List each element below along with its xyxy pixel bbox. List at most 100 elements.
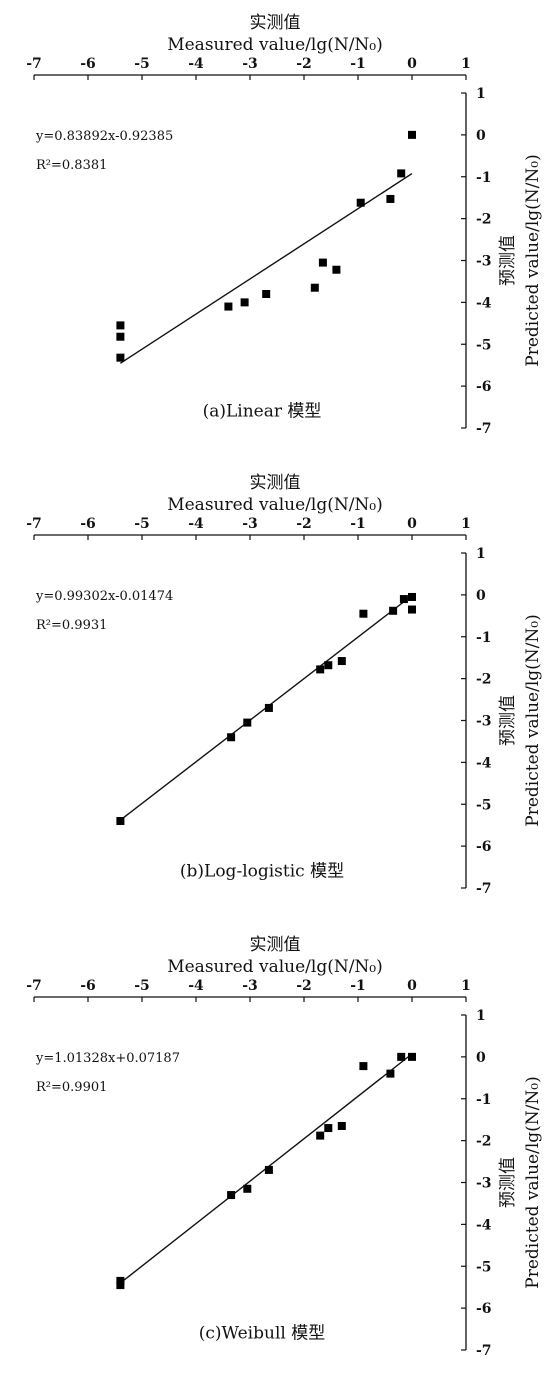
x-tick-label: -5 bbox=[134, 978, 150, 994]
data-point bbox=[116, 1276, 125, 1285]
y-tick-label: -7 bbox=[476, 881, 492, 897]
data-point bbox=[116, 332, 125, 341]
data-point bbox=[324, 661, 333, 670]
data-point bbox=[386, 1069, 395, 1078]
x-axis-title-cn: 实测值 bbox=[250, 13, 301, 33]
data-point bbox=[116, 321, 125, 330]
x-tick-label: -2 bbox=[296, 56, 312, 72]
y-tick-label: -2 bbox=[476, 1134, 492, 1150]
data-point bbox=[332, 265, 341, 274]
data-point bbox=[227, 1191, 236, 1200]
y-tick-label: -7 bbox=[476, 1343, 492, 1359]
y-tick-label: 0 bbox=[476, 1050, 486, 1066]
x-tick-label: -6 bbox=[80, 56, 96, 72]
y-axis-title-en: Predicted value/lg(N/N₀) bbox=[523, 614, 543, 826]
x-tick-label: -6 bbox=[80, 978, 96, 994]
y-tick-label: -5 bbox=[476, 337, 492, 353]
y-tick-label: -6 bbox=[476, 1301, 492, 1317]
x-tick-label: -5 bbox=[134, 516, 150, 532]
y-axis-title-en: Predicted value/lg(N/N₀) bbox=[523, 154, 543, 366]
x-tick-label: -7 bbox=[26, 56, 42, 72]
x-tick-label: -7 bbox=[26, 978, 42, 994]
x-tick-label: -4 bbox=[188, 56, 204, 72]
x-axis-title-en: Measured value/lg(N/N₀) bbox=[167, 35, 383, 55]
data-point bbox=[324, 1124, 333, 1133]
data-point bbox=[243, 1184, 252, 1193]
y-tick-label: 0 bbox=[476, 588, 486, 604]
x-tick-label: 0 bbox=[407, 56, 417, 72]
data-point bbox=[224, 302, 233, 311]
x-tick-label: -3 bbox=[242, 978, 258, 994]
data-point bbox=[359, 1062, 368, 1071]
data-point bbox=[337, 657, 346, 666]
y-tick-label: -4 bbox=[476, 1217, 492, 1233]
data-point bbox=[408, 605, 416, 614]
data-point bbox=[408, 1052, 416, 1061]
x-tick-label: 1 bbox=[461, 978, 471, 994]
x-axis-title-en: Measured value/lg(N/N₀) bbox=[167, 957, 383, 977]
y-tick-label: -4 bbox=[476, 295, 492, 311]
y-tick-label: -1 bbox=[476, 170, 492, 186]
data-point bbox=[240, 298, 249, 307]
data-point bbox=[316, 1131, 325, 1140]
x-tick-label: -2 bbox=[296, 978, 312, 994]
y-tick-label: -5 bbox=[476, 797, 492, 813]
data-point bbox=[386, 194, 395, 203]
y-tick-label: -1 bbox=[476, 1092, 492, 1108]
y-tick-label: 1 bbox=[476, 1008, 486, 1024]
data-point bbox=[408, 130, 416, 139]
data-point bbox=[116, 1281, 125, 1290]
data-point bbox=[389, 606, 398, 615]
y-tick-label: -6 bbox=[476, 839, 492, 855]
x-tick-label: -1 bbox=[350, 978, 366, 994]
regression-equation: y=0.99302x-0.01474 bbox=[35, 589, 173, 604]
y-tick-label: -3 bbox=[476, 714, 492, 730]
x-tick-label: -1 bbox=[350, 56, 366, 72]
x-tick-label: -5 bbox=[134, 56, 150, 72]
y-tick-label: 1 bbox=[476, 86, 486, 102]
y-axis-title-cn: 预测值 bbox=[498, 695, 518, 746]
y-axis-title-cn: 预测值 bbox=[498, 1157, 518, 1208]
y-tick-label: -2 bbox=[476, 672, 492, 688]
y-tick-label: -5 bbox=[476, 1259, 492, 1275]
x-tick-label: -4 bbox=[188, 978, 204, 994]
y-tick-label: -2 bbox=[476, 212, 492, 228]
r-squared-label: R²=0.9901 bbox=[36, 1080, 107, 1095]
data-point bbox=[337, 1121, 346, 1130]
x-tick-label: 1 bbox=[461, 516, 471, 532]
r-squared-label: R²=0.8381 bbox=[36, 158, 107, 173]
y-tick-label: -3 bbox=[476, 254, 492, 270]
y-axis-title-en: Predicted value/lg(N/N₀) bbox=[523, 1076, 543, 1288]
x-tick-label: 0 bbox=[407, 516, 417, 532]
x-tick-label: -4 bbox=[188, 516, 204, 532]
data-point bbox=[359, 609, 368, 618]
data-point bbox=[318, 258, 327, 267]
data-point bbox=[262, 290, 271, 298]
y-tick-label: 0 bbox=[476, 128, 486, 144]
y-tick-label: -4 bbox=[476, 755, 492, 771]
x-tick-label: -2 bbox=[296, 516, 312, 532]
data-point bbox=[316, 665, 325, 674]
x-tick-label: -3 bbox=[242, 516, 258, 532]
data-point bbox=[264, 703, 273, 712]
data-point bbox=[397, 1052, 406, 1061]
x-tick-label: 1 bbox=[461, 56, 471, 72]
data-point bbox=[116, 817, 125, 825]
x-tick-label: -7 bbox=[26, 516, 42, 532]
x-tick-label: -3 bbox=[242, 56, 258, 72]
data-point bbox=[397, 169, 406, 178]
panel-caption: (b)Log-logistic 模型 bbox=[180, 861, 344, 881]
y-axis-title-cn: 预测值 bbox=[498, 235, 518, 286]
y-tick-label: -3 bbox=[476, 1176, 492, 1192]
y-tick-label: -6 bbox=[476, 379, 492, 395]
regression-equation: y=0.83892x-0.92385 bbox=[35, 129, 173, 144]
data-point bbox=[227, 733, 236, 742]
x-axis-title-cn: 实测值 bbox=[250, 935, 301, 955]
x-tick-label: -1 bbox=[350, 516, 366, 532]
y-tick-label: -7 bbox=[476, 421, 492, 437]
x-tick-label: 0 bbox=[407, 978, 417, 994]
y-tick-label: -1 bbox=[476, 630, 492, 646]
x-axis-title-en: Measured value/lg(N/N₀) bbox=[167, 495, 383, 515]
